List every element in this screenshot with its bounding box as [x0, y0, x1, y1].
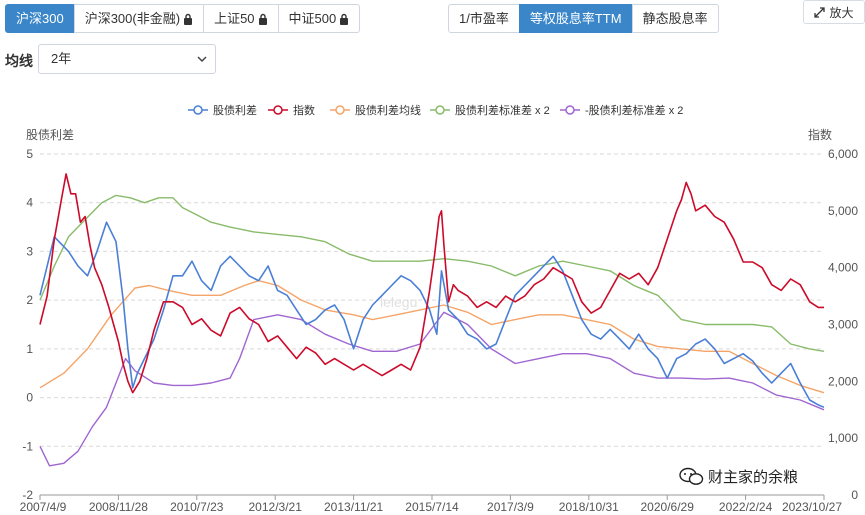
left-tick-label: 5	[26, 147, 33, 161]
x-tick-label: 2012/3/21	[249, 500, 303, 514]
left-axis: 5 4 3 2 1 0 -1 -2	[22, 147, 33, 502]
x-tick-label: 2008/11/28	[89, 500, 148, 514]
x-tick-label: 2022/2/24	[719, 500, 773, 514]
watermark-text: 财主家的余粮	[708, 468, 798, 486]
lock-icon	[184, 13, 193, 25]
series-lines	[39, 173, 825, 467]
tab-index-3[interactable]: 中证500	[277, 4, 361, 33]
zoom-button[interactable]: 放大	[803, 0, 865, 24]
x-tick-label: 2007/4/9	[20, 500, 67, 514]
tab-index-label: 沪深300	[16, 11, 64, 26]
left-tick-label: -1	[22, 439, 33, 453]
x-tick-label: 2013/11/21	[324, 500, 383, 514]
tab-metric-label: 等权股息率TTM	[529, 11, 622, 26]
ma-selected-value: 2年	[51, 51, 72, 66]
left-tick-label: 2	[26, 293, 33, 307]
legend-item[interactable]: -股债利差标准差 x 2	[585, 103, 683, 117]
tab-metric-0[interactable]: 1/市盈率	[448, 4, 520, 33]
left-tick-label: -2	[22, 488, 33, 502]
right-axis: 6,000 5,000 4,000 3,000 2,000 1,000 0	[828, 147, 858, 502]
legend-marker	[273, 105, 283, 115]
x-tick-label: 2023/10/27	[782, 500, 842, 514]
legend-marker	[193, 105, 203, 115]
right-tick-label: 5,000	[828, 204, 858, 218]
series-line-1	[39, 173, 824, 394]
legend-item[interactable]: 股债利差标准差 x 2	[455, 103, 550, 117]
center-watermark: lelegu	[380, 294, 417, 310]
metric-tabs: 1/市盈率 等权股息率TTM 静态股息率	[448, 4, 719, 33]
x-tick-label: 2010/7/23	[170, 500, 224, 514]
legend-marker	[565, 105, 575, 115]
series-line-2	[39, 280, 825, 394]
tab-index-2[interactable]: 上证50	[203, 4, 279, 33]
lock-icon	[340, 13, 349, 25]
series-line-0	[39, 221, 825, 409]
left-axis-title: 股债利差	[26, 128, 74, 142]
tab-metric-label: 静态股息率	[642, 11, 708, 26]
right-tick-label: 2,000	[828, 374, 858, 388]
x-tick-label: 2018/10/31	[559, 500, 619, 514]
x-tick-label: 2020/6/29	[641, 500, 695, 514]
tab-index-label: 上证50	[214, 11, 255, 26]
legend-item[interactable]: 股债利差均线	[355, 103, 421, 117]
tab-index-0[interactable]: 沪深300	[5, 4, 75, 33]
tab-index-label: 沪深300(非金融)	[84, 11, 181, 26]
x-tick-label: 2015/7/14	[405, 500, 459, 514]
index-tabs: 沪深300 沪深300(非金融) 上证50 中证500	[5, 4, 361, 33]
right-axis-title: 指数	[808, 127, 832, 142]
chart-legend: 股债利差 指数 股债利差均线 股债利差标准差 x 2 -股债利差标准差 x 2	[188, 103, 683, 117]
ma-period-select[interactable]: 2年	[38, 44, 216, 74]
left-tick-label: 3	[26, 244, 33, 258]
left-tick-label: 0	[26, 391, 33, 405]
legend-marker	[335, 105, 345, 115]
legend-item[interactable]: 指数	[293, 103, 315, 117]
left-tick-label: 4	[26, 196, 33, 210]
spread-chart: 股债利差 指数 股债利差均线 股债利差标准差 x 2 -股债利差标准差 x 2 股债利差…	[20, 103, 859, 514]
tab-metric-2[interactable]: 静态股息率	[631, 4, 719, 33]
series-line-4	[39, 311, 825, 467]
right-tick-label: 1,000	[828, 431, 858, 445]
chevron-down-icon	[197, 56, 207, 63]
tab-metric-label: 1/市盈率	[459, 11, 509, 26]
x-tick-label: 2017/3/9	[487, 500, 534, 514]
right-tick-label: 6,000	[828, 147, 858, 161]
tab-metric-1[interactable]: 等权股息率TTM	[518, 4, 633, 33]
legend-item[interactable]: 股债利差	[213, 103, 257, 117]
series-line-3	[39, 194, 825, 352]
right-tick-label: 0	[851, 488, 858, 502]
ma-label: 均线	[5, 53, 33, 69]
left-tick-label: 1	[26, 342, 33, 356]
lock-icon	[258, 13, 267, 25]
wechat-icon	[679, 467, 704, 485]
expand-icon	[814, 6, 826, 18]
zoom-label: 放大	[829, 5, 854, 20]
right-tick-label: 3,000	[828, 318, 858, 332]
tab-index-label: 中证500	[288, 11, 337, 26]
tab-index-1[interactable]: 沪深300(非金融)	[73, 4, 205, 33]
right-tick-label: 4,000	[828, 261, 858, 275]
legend-marker	[435, 105, 445, 115]
wechat-watermark: 财主家的余粮	[679, 467, 798, 486]
x-axis: 2007/4/9 2008/11/28 2010/7/23 2012/3/21 2013…	[20, 494, 842, 514]
